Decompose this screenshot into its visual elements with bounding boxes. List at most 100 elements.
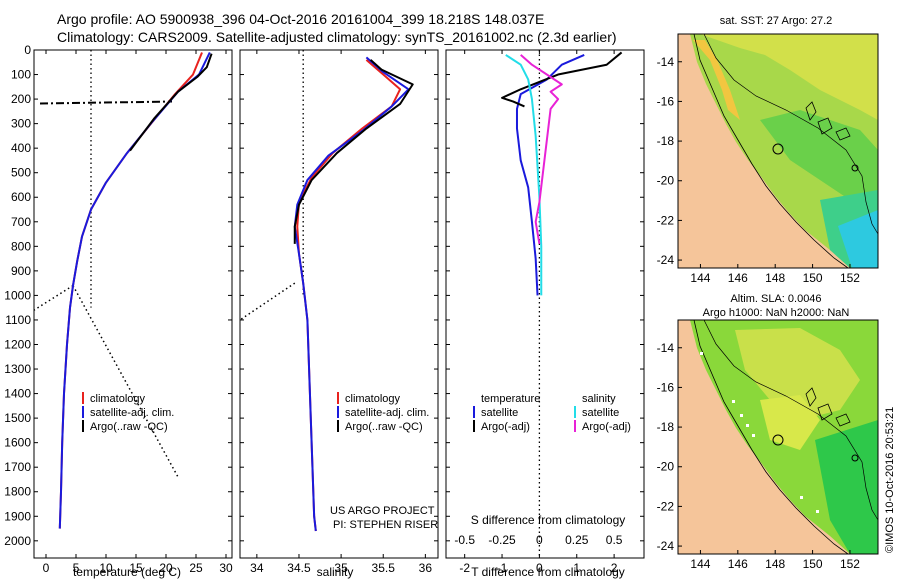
coastline	[693, 34, 849, 268]
sla-map-title-2: Argo h1000: NaN h2000: NaN	[703, 307, 850, 319]
series-line	[293, 59, 414, 244]
difference-legend: temperature salinity satellite Argo(-adj…	[473, 393, 631, 433]
series-line	[520, 54, 563, 245]
x-tick-label: 2	[611, 561, 618, 575]
track-points	[700, 352, 819, 513]
legend-climatology: climatology	[90, 393, 146, 405]
difference-panel-frame	[445, 49, 645, 559]
reference-line	[239, 282, 296, 321]
y-tick-label: 400	[11, 141, 31, 155]
sst-map-frame	[677, 33, 879, 269]
legend-satellite: satellite-adj. clim.	[90, 407, 174, 419]
sla-map-title-1: Altim. SLA: 0.0046	[730, 293, 821, 305]
y-tick-label: 1500	[4, 411, 31, 425]
y-tick-label: 500	[11, 166, 31, 180]
map-y-tick-label: -14	[657, 55, 675, 69]
sla-map-axes: 144 146 148 150 152 -14 -16 -18 -20 -22 -24	[657, 341, 861, 571]
temperature-plot: 0100200300400500600700800900100011001200…	[4, 43, 233, 575]
y-tick-label: 900	[11, 264, 31, 278]
map-x-tick-label: 148	[765, 271, 785, 285]
sst-map-title: sat. SST: 27 Argo: 27.2	[720, 15, 833, 27]
argo-location-marker	[772, 143, 784, 155]
map-x-tick-label: 146	[728, 557, 748, 571]
salinity-plot: 34 34.5 35 35.5 36	[239, 49, 438, 575]
x-tick-label: 10	[99, 561, 113, 575]
map-x-tick-label: 148	[765, 557, 785, 571]
map-y-tick-label: -24	[657, 539, 675, 553]
x-tick-label: 35.5	[372, 561, 396, 575]
map-y-tick-label: -16	[657, 380, 675, 394]
credit-line-2: PI: STEPHEN RISER	[333, 519, 438, 531]
top-tick-label: -0.5	[454, 533, 475, 547]
legend-sal-argo: Argo(-adj)	[582, 421, 631, 433]
x-tick-label: -1	[497, 561, 508, 575]
top-tick-label: 0.5	[606, 533, 623, 547]
map-y-tick-label: -20	[657, 174, 675, 188]
legend-argo: Argo(..raw -QC)	[90, 421, 168, 433]
y-tick-label: 700	[11, 215, 31, 229]
y-tick-label: 800	[11, 239, 31, 253]
sst-map	[678, 34, 878, 268]
reefs	[805, 101, 851, 141]
top-tick-label: 0.25	[565, 533, 589, 547]
x-tick-label: -2	[459, 561, 470, 575]
y-tick-label: 1800	[4, 485, 31, 499]
x-tick-label: 34.5	[287, 561, 311, 575]
map-y-tick-label: -18	[657, 134, 675, 148]
y-tick-label: 1300	[4, 362, 31, 376]
reefs	[805, 387, 851, 427]
map-y-tick-label: -24	[657, 253, 675, 267]
sla-map	[678, 320, 878, 554]
temperature-x-label: temperature (deg C)	[73, 565, 181, 579]
salinity-legend: climatology satellite-adj. clim. Argo(..…	[337, 392, 429, 433]
salinity-x-label: salinity	[317, 565, 354, 579]
top-tick-label: 0	[536, 533, 543, 547]
legend-temp-satellite: satellite	[481, 407, 518, 419]
secondary-marker	[851, 164, 859, 172]
x-tick-label: 0	[536, 561, 543, 575]
reference-line	[33, 284, 74, 311]
map-x-tick-label: 152	[840, 271, 860, 285]
x-tick-label: 0	[43, 561, 50, 575]
y-tick-label: 200	[11, 92, 31, 106]
x-tick-label: 20	[159, 561, 173, 575]
map-x-tick-label: 150	[803, 271, 823, 285]
legend-header-temperature: temperature	[481, 393, 540, 405]
sst-hot-coastal	[693, 40, 740, 120]
y-tick-label: 2000	[4, 534, 31, 548]
legend-satellite: satellite-adj. clim.	[345, 407, 429, 419]
series-line	[58, 52, 211, 529]
map-y-tick-label: -22	[657, 213, 675, 227]
y-tick-label: 1600	[4, 436, 31, 450]
map-y-tick-label: -22	[657, 499, 675, 513]
y-tick-label: 1700	[4, 460, 31, 474]
map-y-tick-label: -16	[657, 94, 675, 108]
salinity-panel-frame	[239, 49, 439, 559]
secondary-marker	[851, 454, 859, 462]
legend-sal-satellite: satellite	[582, 407, 619, 419]
title-line-1: Argo profile: AO 5900938_396 04-Oct-2016…	[57, 11, 544, 27]
sst-warm-band	[700, 34, 878, 120]
isobath	[703, 34, 878, 235]
series-line	[58, 52, 203, 529]
x-tick-label: 34	[250, 561, 264, 575]
series-line	[505, 54, 543, 296]
series-line	[293, 56, 410, 532]
y-tick-label: 1000	[4, 288, 31, 302]
y-tick-label: 100	[11, 68, 31, 82]
temperature-panel-frame	[33, 49, 233, 559]
map-x-tick-label: 144	[690, 557, 710, 571]
y-tick-label: 1400	[4, 387, 31, 401]
top-tick-label: -0.25	[488, 533, 516, 547]
x-tick-label: 36	[419, 561, 433, 575]
x-tick-label: 30	[219, 561, 233, 575]
map-y-tick-label: -18	[657, 420, 675, 434]
x-tick-label: 35	[334, 561, 348, 575]
y-tick-label: 0	[24, 43, 31, 57]
x-tick-label: 25	[189, 561, 203, 575]
title-line-2: Climatology: CARS2009. Satellite-adjuste…	[57, 29, 617, 45]
x-tick-label: 5	[73, 561, 80, 575]
series-line	[129, 53, 213, 152]
sla-low-patch	[815, 420, 878, 554]
